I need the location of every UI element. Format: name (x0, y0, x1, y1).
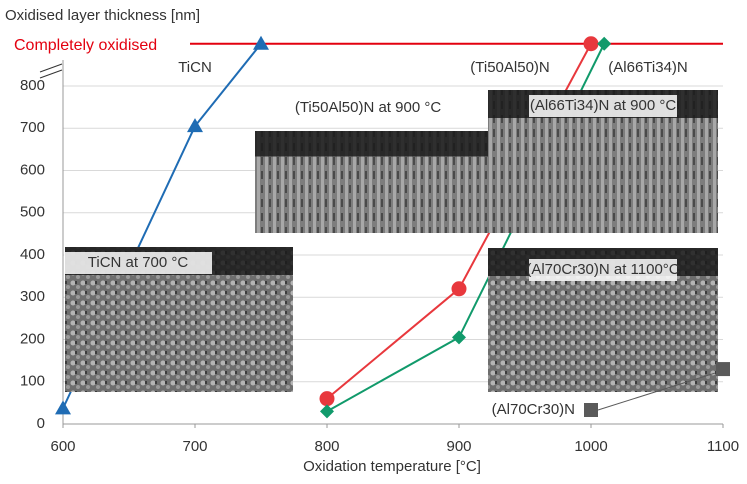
y-tick-label: 600 (20, 161, 45, 178)
x-tick-label: 1100 (707, 438, 739, 455)
y-tick-label: 400 (20, 246, 45, 263)
reference-label: Completely oxidised (14, 37, 157, 54)
chart: Oxidised layer thickness [nm] Oxidation … (0, 0, 747, 479)
marker (597, 37, 611, 51)
y-axis-title: Oxidised layer thickness [nm] (5, 7, 200, 24)
marker (716, 362, 730, 376)
series-label: TiCN (178, 59, 212, 76)
y-tick-label: 700 (20, 119, 45, 136)
series-label: (Al70Cr30)N (492, 401, 575, 418)
x-tick-label: 700 (182, 438, 207, 455)
x-tick-label: 600 (50, 438, 75, 455)
series-label: (Al66Ti34)N (608, 59, 687, 76)
x-tick-label: 1000 (574, 438, 607, 455)
marker (320, 391, 335, 406)
x-tick-label: 900 (446, 438, 471, 455)
axis-break (40, 64, 62, 78)
y-tick-label: 100 (20, 373, 45, 390)
sem-image-top (255, 131, 488, 157)
marker (452, 281, 467, 296)
marker (452, 330, 466, 344)
marker (320, 404, 334, 418)
image-caption: (Al70Cr30)N at 1100°C (526, 261, 679, 278)
x-tick-label: 800 (314, 438, 339, 455)
series-label: (Ti50Al50)N (470, 59, 549, 76)
y-tick-label: 300 (20, 288, 45, 305)
legend-marker (584, 403, 598, 417)
image-caption: (Ti50Al50)N at 900 °C (295, 99, 442, 116)
y-tick-label: 500 (20, 204, 45, 221)
marker (55, 400, 71, 414)
y-tick-label: 200 (20, 330, 45, 347)
y-tick-label: 800 (20, 77, 45, 94)
y-tick-label: 0 (37, 415, 45, 432)
x-axis-title: Oxidation temperature [°C] (303, 458, 481, 475)
image-caption: (Al66Ti34)N at 900 °C (530, 97, 677, 114)
image-caption: TiCN at 700 °C (88, 254, 189, 271)
marker (584, 36, 599, 51)
